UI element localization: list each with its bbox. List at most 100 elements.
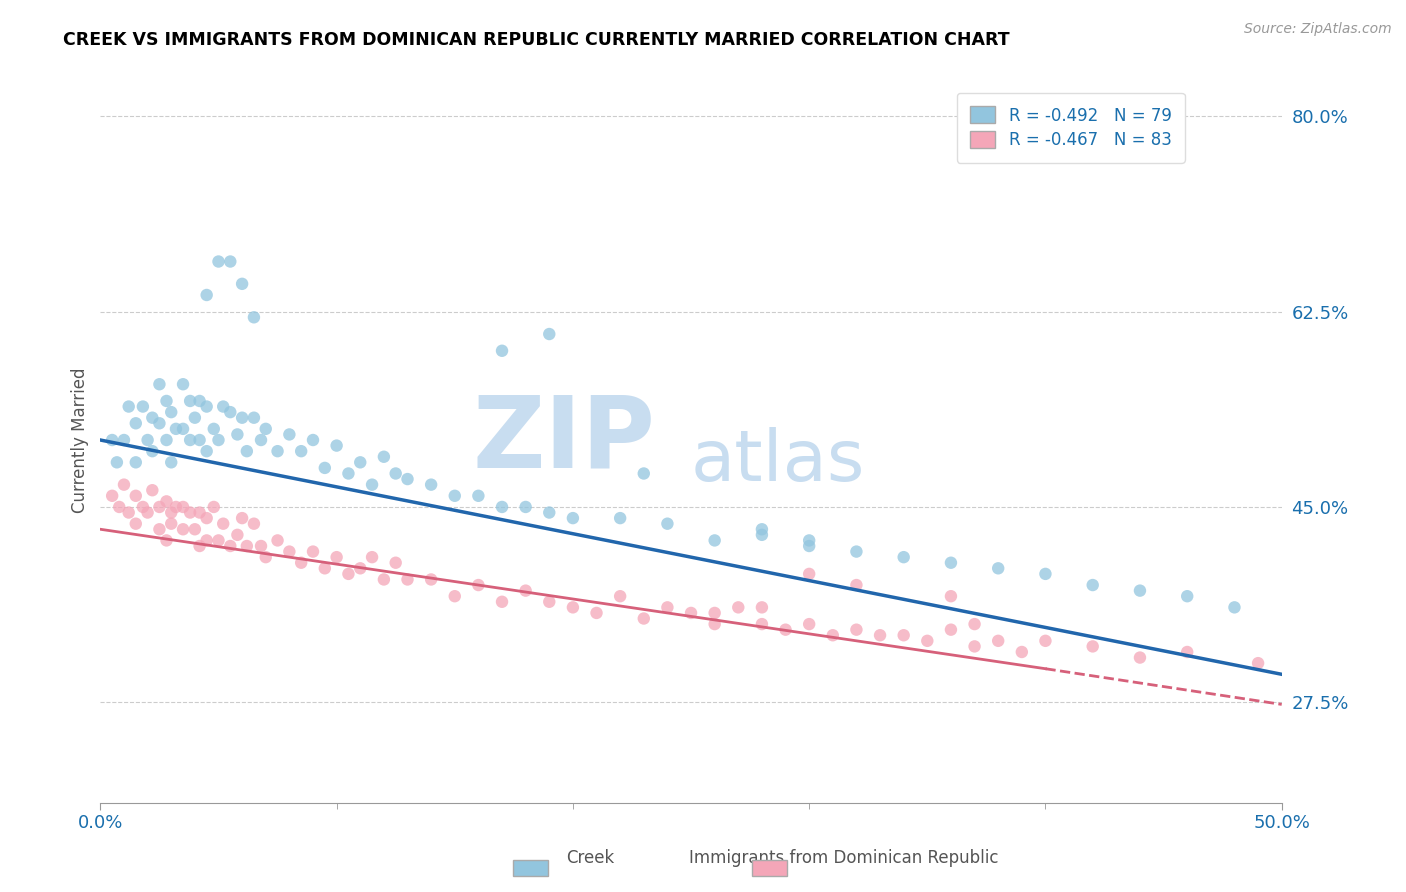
Point: [939, 556, 962, 570]
Point: [125, 455, 148, 469]
Point: [1035, 633, 1057, 648]
Point: [443, 489, 465, 503]
Point: [515, 500, 537, 514]
Point: [337, 566, 360, 581]
Point: [467, 578, 489, 592]
Point: [179, 433, 201, 447]
Point: [325, 439, 347, 453]
Point: [202, 500, 225, 514]
Point: [148, 522, 170, 536]
Point: [188, 394, 211, 409]
Point: [1129, 583, 1152, 598]
Point: [125, 417, 148, 431]
Point: [195, 444, 218, 458]
Point: [361, 477, 384, 491]
Point: [132, 400, 155, 414]
Point: [226, 427, 249, 442]
Point: [254, 422, 277, 436]
Point: [155, 433, 177, 447]
Point: [751, 522, 773, 536]
Point: [108, 500, 131, 514]
Point: [1129, 650, 1152, 665]
Point: [226, 528, 249, 542]
Point: [775, 623, 797, 637]
Point: [679, 606, 702, 620]
Point: [561, 511, 583, 525]
Point: [172, 522, 194, 536]
Point: [1175, 645, 1198, 659]
Point: [243, 410, 266, 425]
Point: [633, 611, 655, 625]
Point: [373, 573, 395, 587]
Point: [325, 550, 347, 565]
Point: [101, 433, 124, 447]
Point: [1247, 656, 1270, 670]
Point: [155, 394, 177, 409]
Point: [266, 533, 288, 548]
Point: [155, 533, 177, 548]
Text: atlas: atlas: [690, 427, 866, 496]
Point: [172, 377, 194, 392]
Point: [396, 472, 419, 486]
Point: [609, 511, 631, 525]
Point: [302, 544, 325, 558]
Point: [243, 310, 266, 325]
Point: [657, 516, 679, 531]
Point: [136, 433, 159, 447]
Point: [1175, 589, 1198, 603]
Point: [751, 528, 773, 542]
Point: [633, 467, 655, 481]
Point: [845, 544, 868, 558]
Point: [515, 583, 537, 598]
Point: [869, 628, 891, 642]
Point: [231, 511, 253, 525]
Point: [396, 573, 419, 587]
Text: CREEK VS IMMIGRANTS FROM DOMINICAN REPUBLIC CURRENTLY MARRIED CORRELATION CHART: CREEK VS IMMIGRANTS FROM DOMINICAN REPUB…: [63, 31, 1010, 49]
Text: Source: ZipAtlas.com: Source: ZipAtlas.com: [1244, 22, 1392, 37]
Point: [278, 427, 301, 442]
Point: [727, 600, 749, 615]
Point: [751, 617, 773, 632]
Point: [141, 444, 163, 458]
Point: [939, 589, 962, 603]
Point: [160, 455, 183, 469]
Point: [893, 628, 915, 642]
Point: [148, 377, 170, 392]
Point: [491, 500, 513, 514]
Legend: R = -0.492   N = 79, R = -0.467   N = 83: R = -0.492 N = 79, R = -0.467 N = 83: [957, 93, 1185, 162]
Point: [703, 617, 725, 632]
Point: [538, 506, 561, 520]
Point: [799, 539, 821, 553]
Point: [1011, 645, 1033, 659]
Point: [491, 343, 513, 358]
Point: [349, 455, 371, 469]
Point: [349, 561, 371, 575]
Point: [195, 288, 218, 302]
Point: [172, 500, 194, 514]
Point: [443, 589, 465, 603]
Point: [207, 433, 229, 447]
Point: [703, 606, 725, 620]
Point: [963, 640, 986, 654]
Point: [278, 544, 301, 558]
Point: [1081, 640, 1104, 654]
Point: [179, 506, 201, 520]
Point: [184, 410, 207, 425]
Y-axis label: Currently Married: Currently Married: [72, 368, 89, 513]
Point: [141, 483, 163, 498]
Point: [467, 489, 489, 503]
Point: [125, 516, 148, 531]
Point: [821, 628, 844, 642]
Point: [219, 254, 242, 268]
Point: [290, 556, 312, 570]
Point: [491, 595, 513, 609]
Point: [165, 500, 187, 514]
Point: [384, 556, 406, 570]
Point: [987, 561, 1010, 575]
Point: [939, 623, 962, 637]
Point: [420, 477, 443, 491]
Point: [172, 422, 194, 436]
Point: [179, 394, 201, 409]
Point: [1223, 600, 1246, 615]
Point: [105, 455, 128, 469]
